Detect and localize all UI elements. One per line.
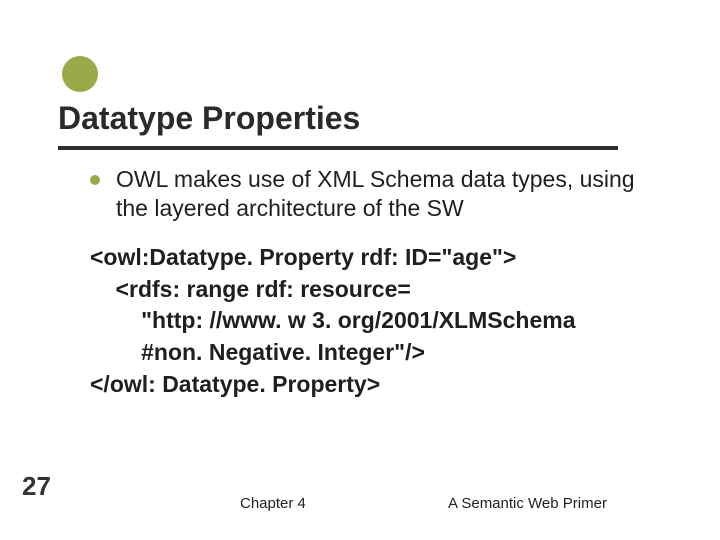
code-line: "http: //www. w 3. org/2001/XLMSchema — [90, 305, 670, 337]
bullet-dot-icon — [90, 175, 100, 185]
page-number: 27 — [22, 471, 51, 502]
slide-title: Datatype Properties — [58, 100, 680, 137]
footer-chapter: Chapter 4 — [240, 495, 306, 512]
code-line: <owl:Datatype. Property rdf: ID="age"> — [90, 242, 670, 274]
title-container: Datatype Properties — [58, 100, 680, 137]
slide: { "colors": { "accent": "#9aa84a", "titl… — [0, 0, 720, 540]
bullet-item: OWL makes use of XML Schema data types, … — [90, 165, 670, 224]
slide-body: OWL makes use of XML Schema data types, … — [90, 165, 670, 401]
code-line: </owl: Datatype. Property> — [90, 369, 670, 401]
bullet-text: OWL makes use of XML Schema data types, … — [116, 165, 670, 224]
title-underline — [58, 146, 618, 150]
accent-dot — [62, 56, 98, 92]
code-line: <rdfs: range rdf: resource= — [90, 274, 670, 306]
code-block: <owl:Datatype. Property rdf: ID="age"> <… — [90, 242, 670, 401]
code-line: #non. Negative. Integer"/> — [90, 337, 670, 369]
footer-book-title: A Semantic Web Primer — [448, 495, 607, 512]
